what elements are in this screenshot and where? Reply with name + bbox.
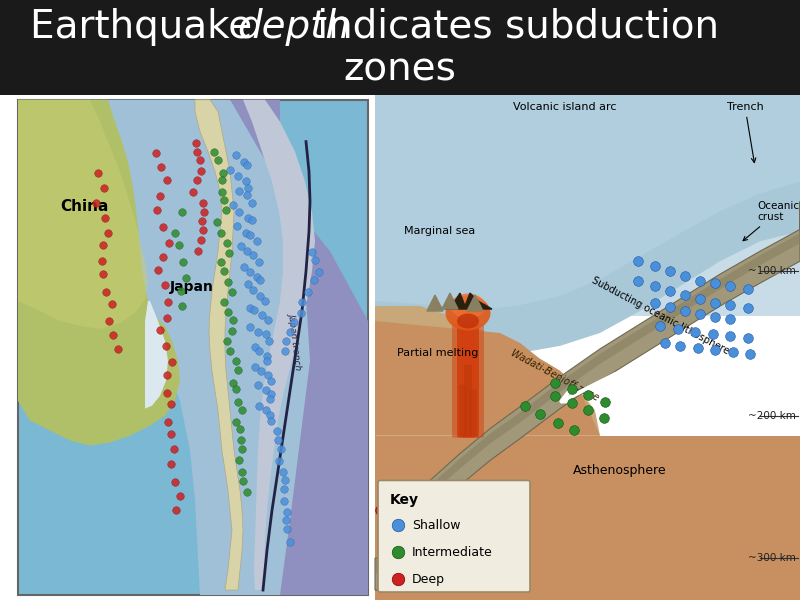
Bar [375,436,800,600]
Text: zones: zones [343,51,457,89]
Bar [375,95,800,600]
Text: Deep: Deep [412,572,445,586]
Text: Intermediate: Intermediate [412,545,493,559]
Polygon shape [243,100,315,590]
Text: Volcanic island arc: Volcanic island arc [514,102,617,112]
Polygon shape [442,293,458,309]
Text: Japan: Japan [170,280,214,294]
FancyBboxPatch shape [461,324,475,437]
Bar [18,100,368,595]
Text: ~200 km: ~200 km [748,410,796,421]
Ellipse shape [446,296,490,331]
Polygon shape [375,95,800,309]
Ellipse shape [450,293,486,319]
Polygon shape [375,202,800,590]
Text: indicates subduction: indicates subduction [305,8,719,46]
Text: Oceanic
crust: Oceanic crust [743,200,799,241]
Text: China: China [60,199,108,214]
Polygon shape [18,100,180,446]
Text: Shallow: Shallow [412,519,461,532]
Text: Earthquake: Earthquake [30,8,265,46]
FancyBboxPatch shape [378,481,530,592]
Polygon shape [375,233,800,573]
Polygon shape [230,100,368,595]
Polygon shape [18,100,148,329]
Text: Key: Key [390,493,419,508]
FancyBboxPatch shape [464,365,472,437]
Polygon shape [375,95,800,356]
Polygon shape [145,301,168,409]
Text: depth: depth [237,8,350,46]
Text: Partial melting: Partial melting [398,348,478,358]
Text: Asthenosphere: Asthenosphere [573,464,667,477]
Text: Japan trench: Japan trench [287,312,303,370]
Text: Wadati-Benioff zone: Wadati-Benioff zone [510,349,601,403]
FancyBboxPatch shape [457,324,479,437]
Polygon shape [467,295,483,311]
Text: Marginal sea: Marginal sea [404,226,476,236]
Text: ~300 km: ~300 km [748,553,796,563]
Polygon shape [445,293,492,309]
Text: Subducting oceanic lithosphere: Subducting oceanic lithosphere [590,275,730,356]
FancyBboxPatch shape [452,324,484,437]
Ellipse shape [457,314,479,328]
FancyBboxPatch shape [469,390,477,437]
Text: Trench: Trench [726,102,763,163]
Polygon shape [195,100,243,590]
Bar [375,95,800,316]
Text: ~100 km: ~100 km [748,266,796,276]
Polygon shape [375,321,600,436]
Polygon shape [18,100,310,595]
Polygon shape [427,295,443,311]
FancyBboxPatch shape [459,385,467,437]
Polygon shape [375,306,600,436]
